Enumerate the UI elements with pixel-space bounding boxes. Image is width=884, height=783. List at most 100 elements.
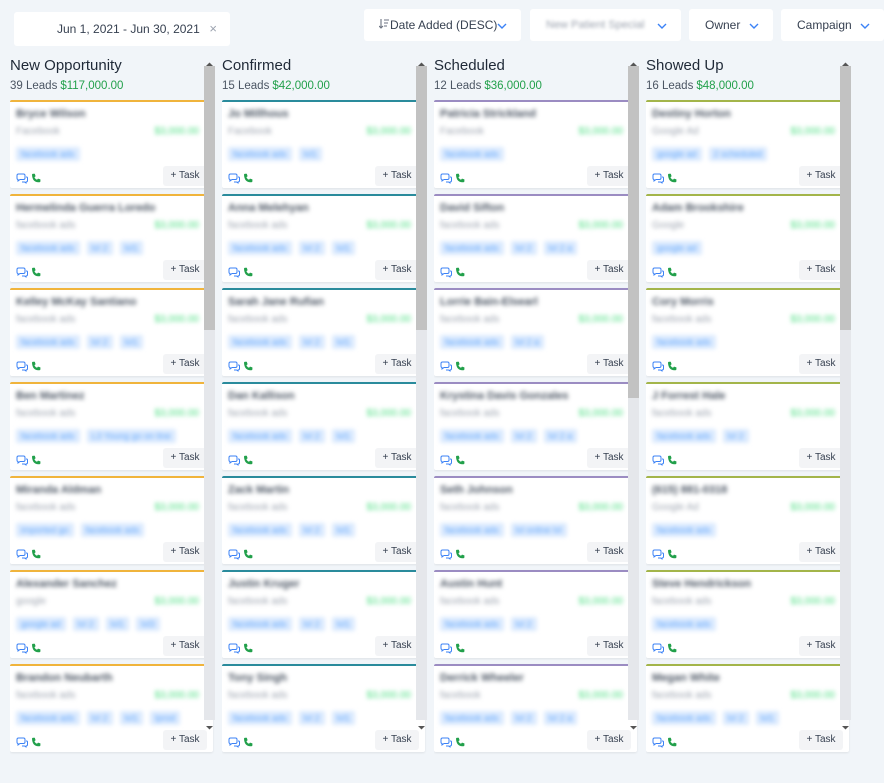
column-scrollbar[interactable] <box>628 52 639 733</box>
add-task-button[interactable]: + Task <box>163 166 207 186</box>
lead-card[interactable]: Miranda Aldman facebook ads $3,000.00 impor… <box>10 476 213 564</box>
lead-name[interactable]: Krystina Davis Gonzales <box>440 390 569 402</box>
lead-card[interactable]: Sarah Jane Rufian facebook ads $3,000.00 fa… <box>222 288 425 376</box>
lead-card[interactable]: Bryce Wilson Facebook $3,000.00 facebook ad… <box>10 100 213 188</box>
chat-icon[interactable] <box>440 547 452 565</box>
phone-icon[interactable] <box>667 171 678 189</box>
lead-name[interactable]: Sarah Jane Rufian <box>228 296 324 308</box>
scroll-up-icon[interactable] <box>206 55 213 66</box>
add-task-button[interactable]: + Task <box>163 542 207 562</box>
chat-icon[interactable] <box>228 641 240 659</box>
lead-card[interactable]: Austin Hunt facebook ads $3,000.00 facebook… <box>434 570 637 658</box>
scroll-track[interactable] <box>204 66 215 720</box>
add-task-button[interactable]: + Task <box>375 260 419 280</box>
lead-name[interactable]: Alexander Sanchez <box>16 578 117 590</box>
lead-name[interactable]: J Forrest Hale <box>652 390 726 402</box>
scroll-thumb[interactable] <box>628 66 639 398</box>
scroll-down-icon[interactable] <box>630 718 637 730</box>
phone-icon[interactable] <box>667 547 678 565</box>
chat-icon[interactable] <box>440 171 452 189</box>
campaign-dropdown[interactable]: Campaign <box>781 9 884 41</box>
chat-icon[interactable] <box>16 641 28 659</box>
lead-card[interactable]: Dan Kallison facebook ads $3,000.00 faceboo… <box>222 382 425 470</box>
chat-icon[interactable] <box>228 453 240 471</box>
chat-icon[interactable] <box>16 171 28 189</box>
phone-icon[interactable] <box>243 359 254 377</box>
add-task-button[interactable]: + Task <box>375 166 419 186</box>
lead-name[interactable]: Lorrie Bain-Elsearl <box>440 296 538 308</box>
lead-name[interactable]: Seth Johnson <box>440 484 513 496</box>
lead-card[interactable]: Cory Morris facebook ads $3,000.00 facebook… <box>646 288 849 376</box>
phone-icon[interactable] <box>667 453 678 471</box>
phone-icon[interactable] <box>667 641 678 659</box>
chat-icon[interactable] <box>652 265 664 283</box>
lead-card[interactable]: Ben Martinez facebook ads $3,000.00 faceboo… <box>10 382 213 470</box>
scroll-down-icon[interactable] <box>418 718 425 730</box>
phone-icon[interactable] <box>243 265 254 283</box>
lead-card[interactable]: Krystina Davis Gonzales facebook ads $3,00… <box>434 382 637 470</box>
add-task-button[interactable]: + Task <box>799 354 843 374</box>
chat-icon[interactable] <box>228 265 240 283</box>
add-task-button[interactable]: + Task <box>799 260 843 280</box>
phone-icon[interactable] <box>31 547 42 565</box>
lead-name[interactable]: Dan Kallison <box>228 390 295 402</box>
lead-card[interactable]: Steve Hendrickson facebook ads $3,000.00 fa… <box>646 570 849 658</box>
lead-card[interactable]: Patricia Strickland Facebook $3,000.00 face… <box>434 100 637 188</box>
add-task-button[interactable]: + Task <box>799 542 843 562</box>
add-task-button[interactable]: + Task <box>587 354 631 374</box>
add-task-button[interactable]: + Task <box>587 260 631 280</box>
lead-card[interactable]: Kelley McKay Santiano facebook ads $3,000.… <box>10 288 213 376</box>
owner-dropdown[interactable]: Owner <box>689 9 773 41</box>
phone-icon[interactable] <box>243 171 254 189</box>
phone-icon[interactable] <box>455 265 466 283</box>
lead-card[interactable]: Alexander Sanchez google $3,000.00 google a… <box>10 570 213 658</box>
chat-icon[interactable] <box>440 453 452 471</box>
add-task-button[interactable]: + Task <box>799 730 843 750</box>
lead-name[interactable]: Jo Millhous <box>228 108 289 120</box>
lead-card[interactable]: Brandon Neubarth facebook ads $3,000.00 fac… <box>10 664 213 752</box>
add-task-button[interactable]: + Task <box>799 636 843 656</box>
chat-icon[interactable] <box>228 359 240 377</box>
phone-icon[interactable] <box>455 641 466 659</box>
lead-name[interactable]: Patricia Strickland <box>440 108 536 120</box>
phone-icon[interactable] <box>455 547 466 565</box>
phone-icon[interactable] <box>31 453 42 471</box>
scroll-up-icon[interactable] <box>418 55 425 66</box>
add-task-button[interactable]: + Task <box>587 542 631 562</box>
chat-icon[interactable] <box>440 735 452 753</box>
clear-date-icon[interactable]: × <box>209 21 217 36</box>
scroll-up-icon[interactable] <box>630 55 637 66</box>
lead-name[interactable]: Miranda Aldman <box>16 484 102 496</box>
chat-icon[interactable] <box>16 359 28 377</box>
lead-name[interactable]: Justin Kruger <box>228 578 300 590</box>
add-task-button[interactable]: + Task <box>375 730 419 750</box>
add-task-button[interactable]: + Task <box>799 448 843 468</box>
scroll-track[interactable] <box>416 66 427 720</box>
scroll-down-icon[interactable] <box>842 718 849 730</box>
lead-name[interactable]: Adam Brookshire <box>652 202 744 214</box>
add-task-button[interactable]: + Task <box>163 448 207 468</box>
lead-name[interactable]: Derrick Wheeler <box>440 672 524 684</box>
phone-icon[interactable] <box>31 359 42 377</box>
lead-card[interactable]: Destiny Horton Google Ad $3,000.00 google a… <box>646 100 849 188</box>
sort-dropdown[interactable]: Date Added (DESC) <box>364 9 521 41</box>
lead-card[interactable]: Megan White facebook ads $3,000.00 facebook… <box>646 664 849 752</box>
add-task-button[interactable]: + Task <box>375 542 419 562</box>
lead-card[interactable]: J Forrest Hale facebook ads $3,000.00 faceb… <box>646 382 849 470</box>
lead-name[interactable]: Anna Melehyan <box>228 202 309 214</box>
phone-icon[interactable] <box>31 641 42 659</box>
lead-name[interactable]: Ben Martinez <box>16 390 85 402</box>
phone-icon[interactable] <box>243 547 254 565</box>
add-task-button[interactable]: + Task <box>375 448 419 468</box>
scroll-down-icon[interactable] <box>206 718 213 730</box>
lead-card[interactable]: Tony Singh facebook ads $3,000.00 facebook … <box>222 664 425 752</box>
lead-card[interactable]: Justin Kruger facebook ads $3,000.00 facebo… <box>222 570 425 658</box>
scroll-thumb[interactable] <box>840 66 851 330</box>
add-task-button[interactable]: + Task <box>163 730 207 750</box>
phone-icon[interactable] <box>243 735 254 753</box>
lead-card[interactable]: David Sifton facebook ads $3,000.00 faceboo… <box>434 194 637 282</box>
scroll-thumb[interactable] <box>416 66 427 330</box>
add-task-button[interactable]: + Task <box>375 636 419 656</box>
chat-icon[interactable] <box>440 641 452 659</box>
add-task-button[interactable]: + Task <box>163 354 207 374</box>
